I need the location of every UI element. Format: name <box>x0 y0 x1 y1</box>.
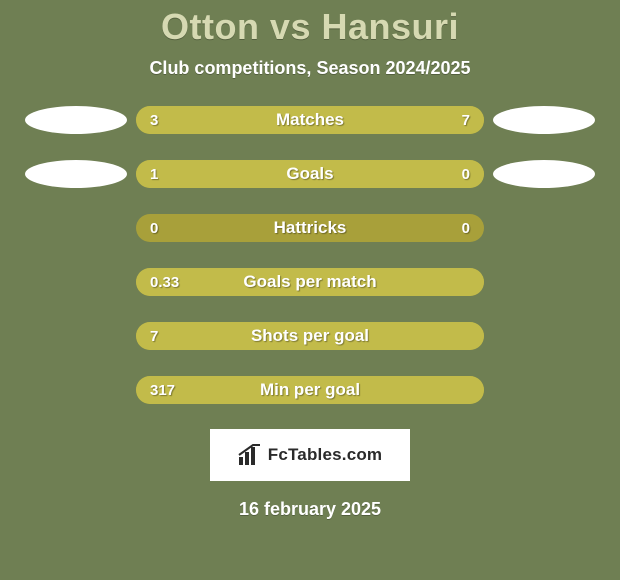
brand-text: FcTables.com <box>268 445 383 465</box>
metric-row: Hattricks0 0 <box>0 213 620 243</box>
bars-icon <box>238 444 262 466</box>
bar-segment-left <box>136 376 484 404</box>
comparison-card: Otton vs Hansuri Club competitions, Seas… <box>0 0 620 580</box>
metric-rows: Matches37 Goals10 Hattricks0 0 Goals per mat… <box>0 105 620 405</box>
player-avatar-left <box>25 160 127 188</box>
bar-segment-left <box>136 106 230 134</box>
avatar-slot-left <box>16 106 136 134</box>
comparison-bar: Goals per match0.33 <box>136 268 484 296</box>
metric-row: Min per goal317 <box>0 375 620 405</box>
metric-value-right: 0 <box>462 214 470 242</box>
metric-row: Matches37 <box>0 105 620 135</box>
bar-segment-left <box>136 268 484 296</box>
metric-row: Goals10 <box>0 159 620 189</box>
page-title: Otton vs Hansuri <box>0 6 620 48</box>
bar-segment-left <box>136 160 397 188</box>
bar-segment-right <box>397 160 484 188</box>
comparison-bar: Hattricks0 0 <box>136 214 484 242</box>
comparison-bar: Shots per goal7 <box>136 322 484 350</box>
brand-badge[interactable]: FcTables.com <box>210 429 410 481</box>
metric-row: Shots per goal7 <box>0 321 620 351</box>
player-avatar-right <box>493 106 595 134</box>
avatar-slot-left <box>16 160 136 188</box>
comparison-bar: Min per goal317 <box>136 376 484 404</box>
avatar-slot-right <box>484 106 604 134</box>
footer-date: 16 february 2025 <box>0 499 620 520</box>
avatar-slot-right <box>484 160 604 188</box>
metric-value-left: 0 <box>150 214 158 242</box>
player-avatar-right <box>493 160 595 188</box>
bar-segment-left <box>136 322 484 350</box>
comparison-bar: Matches37 <box>136 106 484 134</box>
metric-row: Goals per match0.33 <box>0 267 620 297</box>
metric-label: Hattricks <box>136 214 484 242</box>
player-avatar-left <box>25 106 127 134</box>
bar-segment-right <box>230 106 484 134</box>
page-subtitle: Club competitions, Season 2024/2025 <box>0 58 620 79</box>
comparison-bar: Goals10 <box>136 160 484 188</box>
